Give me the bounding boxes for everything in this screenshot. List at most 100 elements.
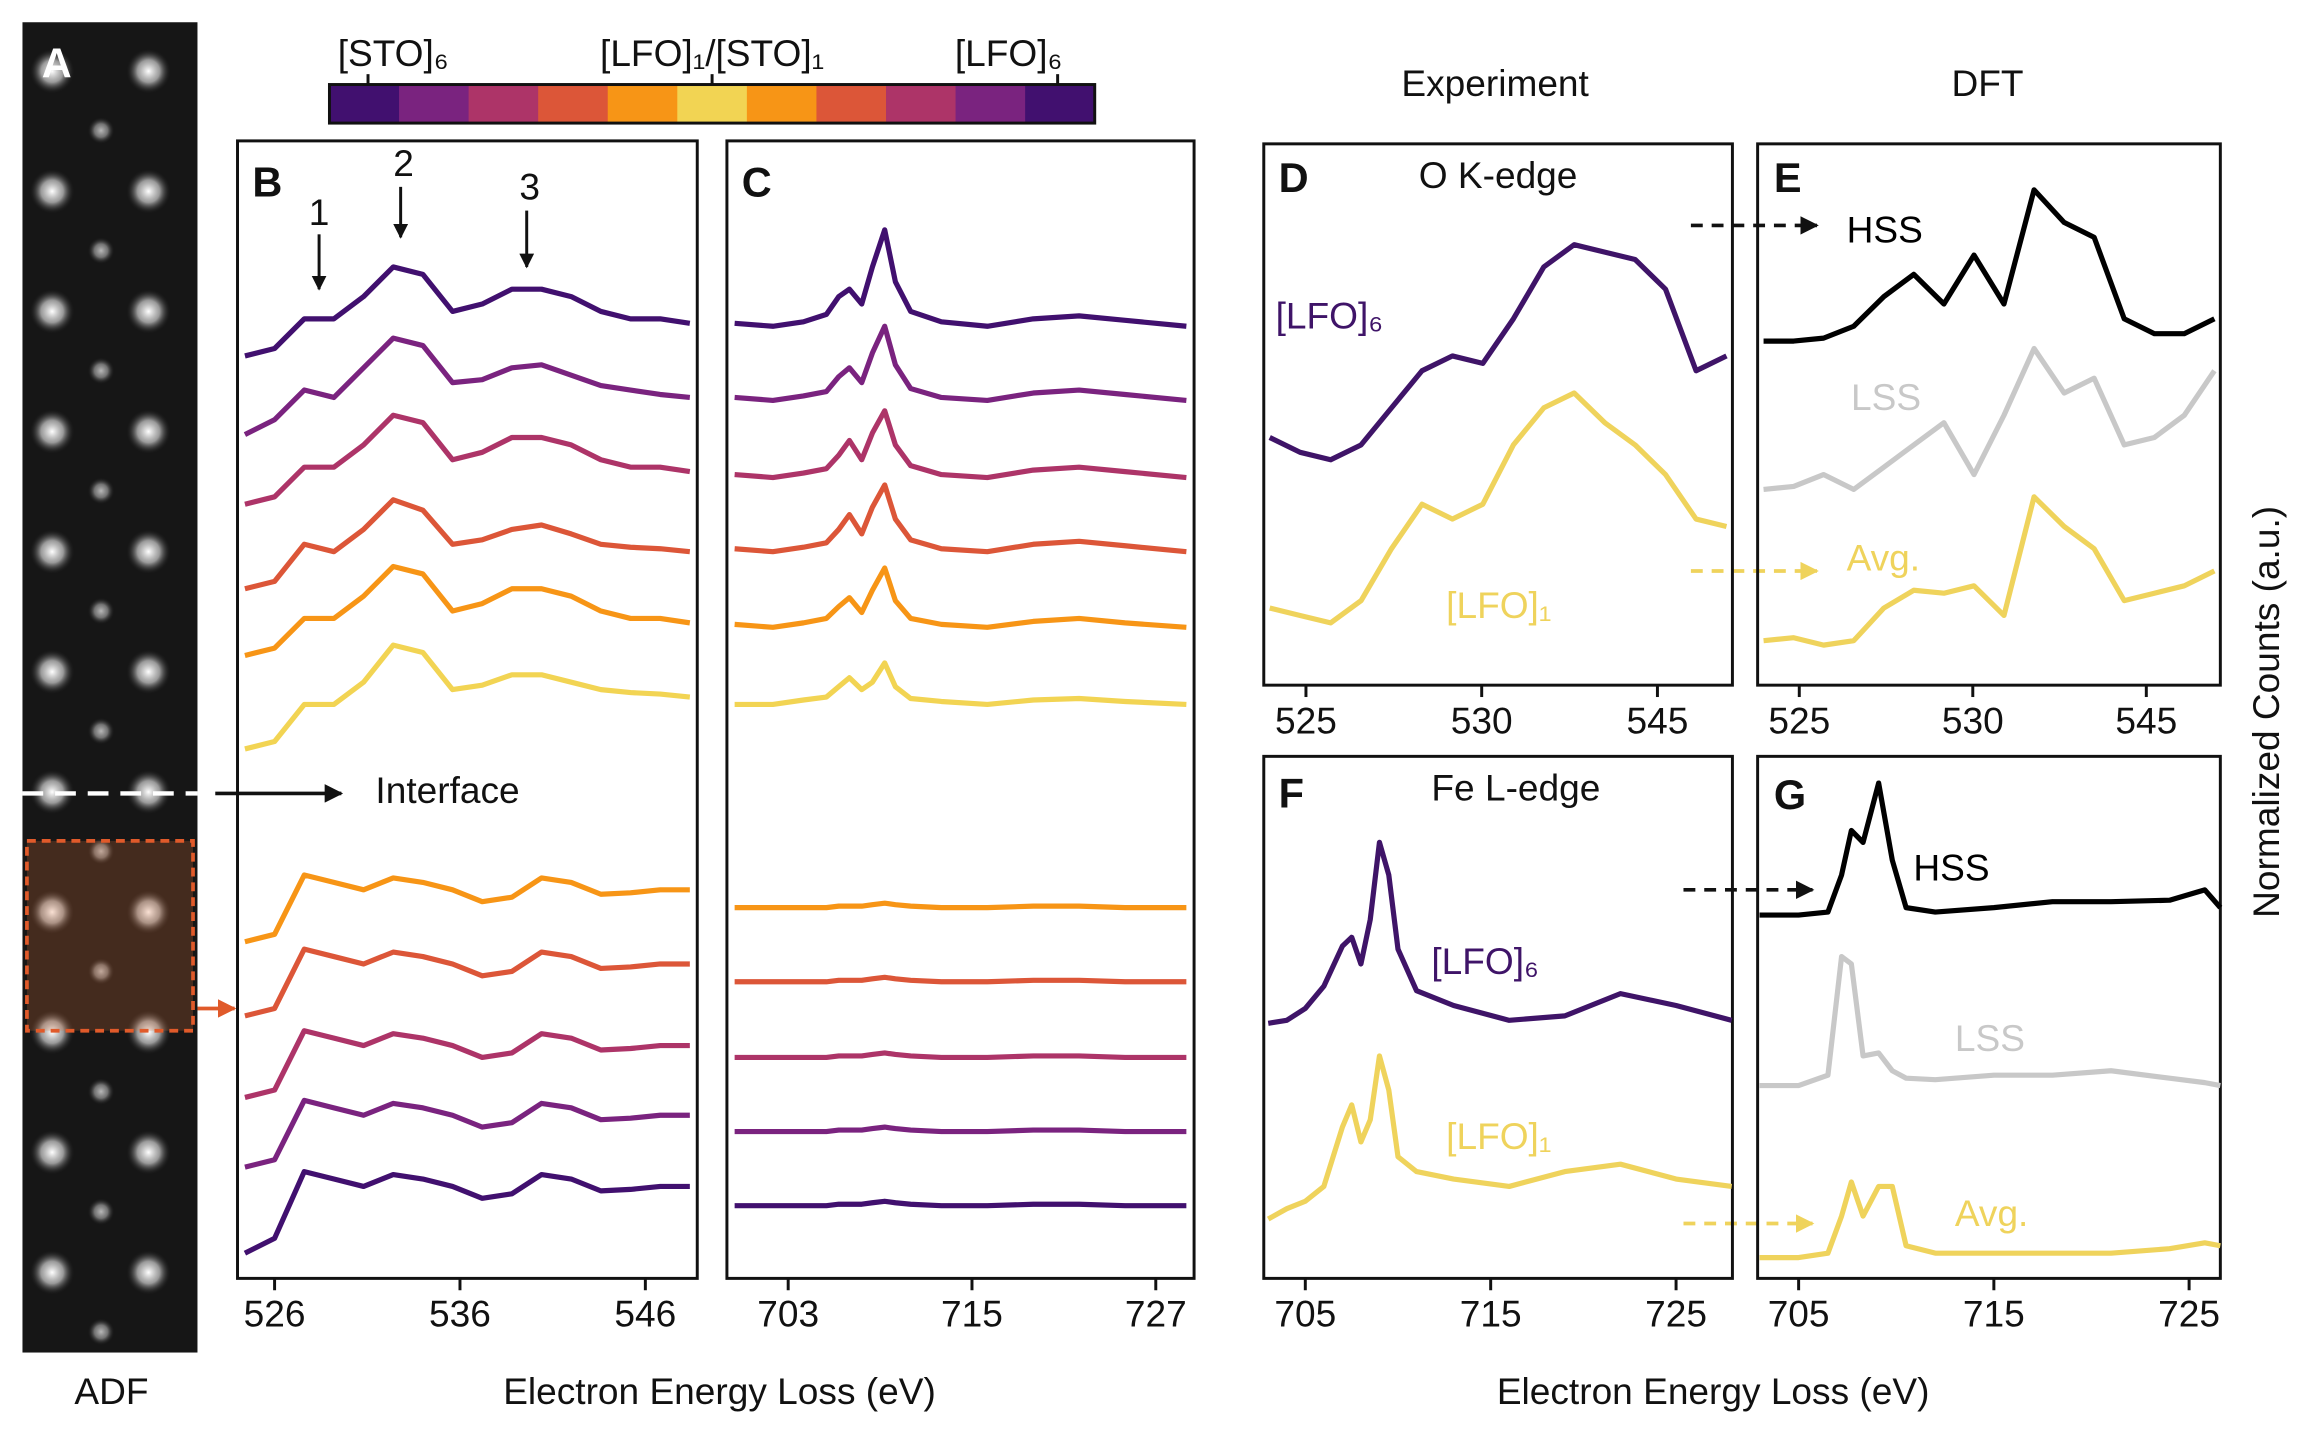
x-axis-label: Electron Energy Loss (eV) <box>503 1370 936 1412</box>
atom <box>29 649 75 695</box>
spectrum <box>244 264 691 359</box>
panel-letter: A <box>42 40 72 87</box>
spectrum <box>1759 1179 2221 1261</box>
peak-label: 1 <box>309 191 330 233</box>
spectrum <box>243 1169 690 1256</box>
atom <box>87 1078 115 1105</box>
atom <box>87 597 115 625</box>
x-tick-label: 525 <box>1768 700 1830 742</box>
atom <box>29 409 75 454</box>
x-axis-label: Electron Energy Loss (eV) <box>1497 1370 1930 1412</box>
series-label: LSS <box>1955 1017 2025 1059</box>
colorbar-cell <box>538 84 609 124</box>
colorbar-cell <box>607 84 679 124</box>
series-label: Avg. <box>1847 536 1921 578</box>
spectrum <box>243 335 691 437</box>
adf-label: ADF <box>74 1370 148 1412</box>
colorbar-cell <box>816 84 887 124</box>
spectrum <box>734 408 1187 481</box>
spectrum <box>1763 187 2216 344</box>
panel-frame <box>1262 754 1734 1280</box>
x-tick-label: 546 <box>614 1293 676 1335</box>
panel-letter: F <box>1279 769 1304 816</box>
panel-letter: B <box>252 158 282 205</box>
colorbar-cell <box>955 84 1026 124</box>
x-tick-label: 530 <box>1942 700 2004 742</box>
atom <box>29 289 75 334</box>
colorbar-label: [LFO]₆ <box>955 32 1063 74</box>
interface-label: Interface <box>375 769 519 811</box>
x-tick-label: 705 <box>1768 1293 1830 1335</box>
highlight-box <box>25 839 195 1033</box>
x-tick-label: 725 <box>1645 1293 1707 1335</box>
spectrum <box>1763 345 2217 492</box>
spectrum <box>1763 494 2216 648</box>
colorbar-cell <box>1025 84 1096 124</box>
colorbar-label: [STO]₆ <box>338 32 449 74</box>
panel-letter: D <box>1279 154 1309 201</box>
atom <box>29 1130 75 1175</box>
atom <box>87 1198 115 1225</box>
atom <box>29 529 75 574</box>
series-label: [LFO]₁ <box>1446 1115 1551 1157</box>
atom <box>126 1250 171 1295</box>
spectrum <box>734 323 1187 404</box>
panel-letter: C <box>742 158 772 205</box>
atom <box>87 717 115 745</box>
panel-letter: G <box>1774 771 1806 818</box>
x-tick-label: 715 <box>1963 1293 2025 1335</box>
series-label: Avg. <box>1955 1192 2029 1234</box>
atom <box>87 237 115 264</box>
atom <box>126 529 171 574</box>
colorbar-cell <box>468 84 539 124</box>
spectrum <box>1759 953 2221 1089</box>
arrows <box>311 186 1819 1233</box>
x-tick-label: 545 <box>2115 700 2177 742</box>
atom <box>29 48 75 94</box>
atom <box>126 1130 171 1175</box>
x-tick-label: 705 <box>1274 1293 1336 1335</box>
colorbar-cell <box>746 84 818 124</box>
spectrum <box>734 974 1187 985</box>
spectrum <box>734 1124 1187 1135</box>
colorbar-label: [LFO]₁/[STO]₁ <box>600 32 824 74</box>
atom <box>29 889 75 935</box>
x-tick-label: 526 <box>244 1293 306 1335</box>
atom <box>29 169 75 214</box>
spectrum <box>734 482 1187 555</box>
peak-label: 3 <box>519 166 540 208</box>
spectrum <box>244 412 691 507</box>
spectrum <box>734 227 1187 329</box>
x-tick-label: 703 <box>757 1293 819 1335</box>
spectrum <box>734 565 1187 630</box>
x-tick-label: 715 <box>1460 1293 1522 1335</box>
x-tick-label: 530 <box>1451 700 1513 742</box>
colorbar-cell <box>399 84 470 124</box>
panel-frame <box>1756 754 2222 1280</box>
spectrum <box>734 1198 1187 1209</box>
atom <box>87 1318 115 1346</box>
spectrum <box>244 946 690 1019</box>
spectrum <box>244 563 691 659</box>
series-label: HSS <box>1847 209 1923 251</box>
atom <box>87 837 115 865</box>
atom <box>126 409 171 454</box>
x-tick-label: 545 <box>1627 700 1689 742</box>
series-label: LSS <box>1851 376 1921 418</box>
atom <box>87 117 115 144</box>
spectrum <box>244 1097 690 1170</box>
spectrum <box>244 1028 690 1100</box>
atom <box>126 169 171 214</box>
panel-title: O K-edge <box>1419 154 1578 196</box>
atom <box>126 289 171 334</box>
peak-label: 2 <box>393 142 414 184</box>
spectrum <box>1759 780 2223 918</box>
series-label: [LFO]₆ <box>1431 940 1539 982</box>
x-tick-label: 725 <box>2158 1293 2220 1335</box>
spectrum <box>244 642 691 752</box>
colorbar-cell <box>329 84 400 124</box>
spectrum <box>244 872 690 945</box>
atom <box>126 649 171 695</box>
